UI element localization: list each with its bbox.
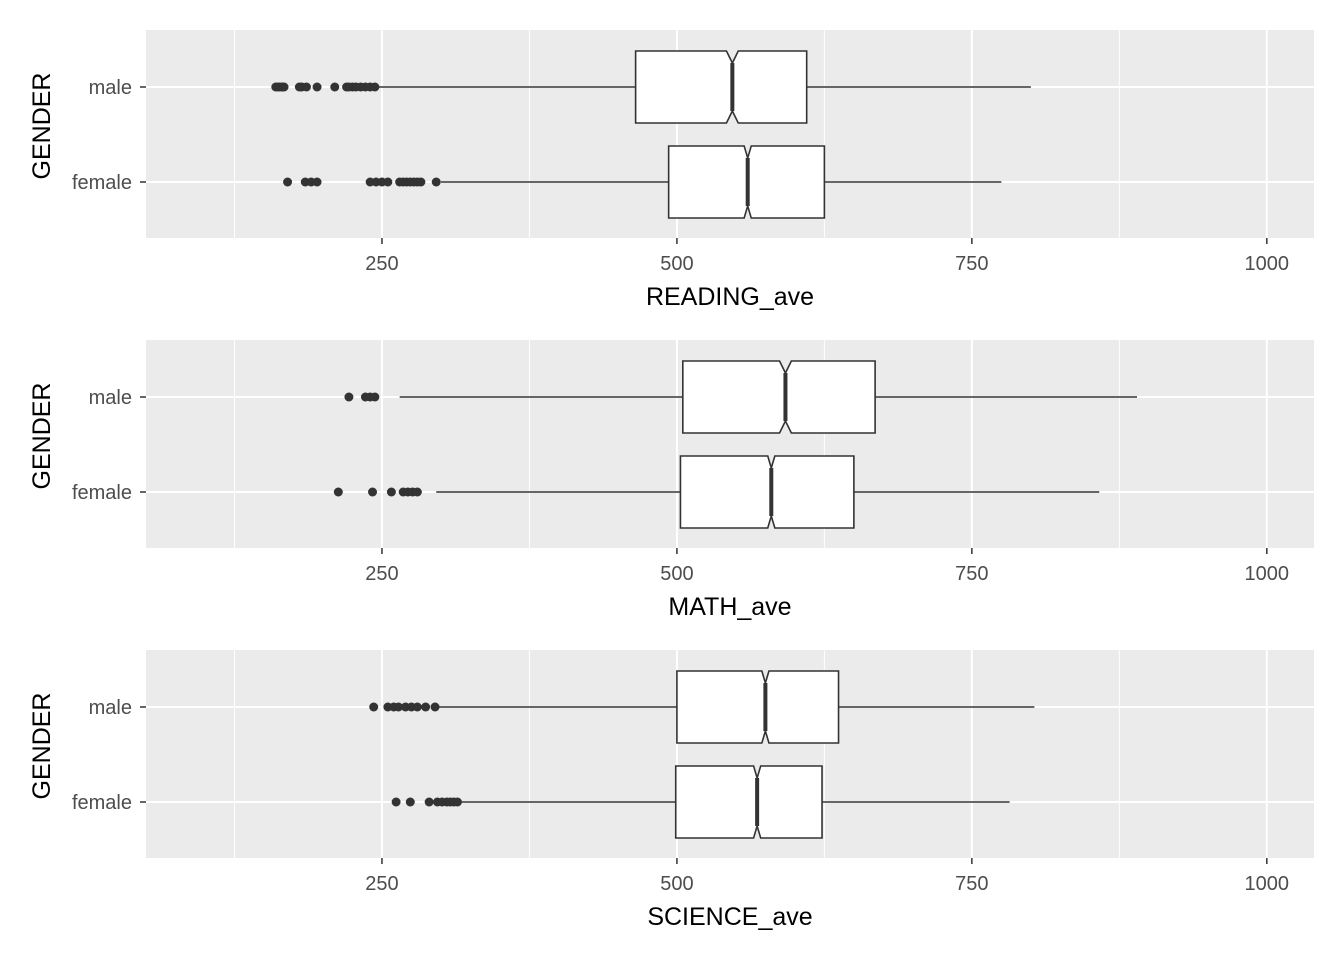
boxplot-panel-2: male female 250 500 750 1000 MATH_ave GENDER	[28, 340, 1314, 621]
x-tick-label: 1000	[1245, 253, 1290, 275]
outlier-point	[333, 487, 343, 497]
notched-box	[682, 360, 876, 434]
x-axis-title: READING_ave	[646, 283, 814, 311]
notched-box	[634, 50, 808, 124]
outlier-point	[412, 487, 422, 497]
outlier-point	[416, 177, 426, 187]
x-tick-label: 750	[955, 253, 988, 275]
x-axis-title: MATH_ave	[668, 593, 791, 621]
outlier-point	[452, 797, 462, 807]
x-tick-label: 500	[660, 253, 693, 275]
outlier-point	[383, 177, 393, 187]
x-axis-title: SCIENCE_ave	[647, 903, 812, 931]
outlier-point	[283, 177, 293, 187]
outlier-point	[405, 797, 415, 807]
y-tick-label-male: male	[89, 77, 132, 99]
y-tick-label-male: male	[89, 697, 132, 719]
y-tick-label-male: male	[89, 387, 132, 409]
outlier-point	[424, 797, 434, 807]
box-female	[391, 765, 1010, 839]
outlier-point	[391, 797, 401, 807]
boxplot-panel-3: male female 250 500 750 1000 SCIENCE_ave GENDER	[28, 650, 1314, 931]
notched-box	[674, 765, 823, 839]
boxplot-panel-1: male female 250 500 750 1000 READING_ave GENDER	[28, 30, 1314, 311]
outlier-point	[431, 177, 441, 187]
box-female	[333, 455, 1100, 529]
box-male	[344, 360, 1138, 434]
outlier-point	[301, 82, 311, 92]
outlier-point	[370, 82, 380, 92]
x-tick-label: 1000	[1245, 873, 1290, 895]
box-female	[283, 145, 1002, 219]
outlier-point	[370, 392, 380, 402]
x-tick-label: 500	[660, 563, 693, 585]
outlier-point	[312, 177, 322, 187]
notched-box	[679, 455, 855, 529]
outlier-point	[330, 82, 340, 92]
y-axis-title: GENDER	[28, 73, 56, 180]
outlier-point	[369, 702, 379, 712]
x-tick-label: 750	[955, 563, 988, 585]
y-tick-label-female: female	[72, 482, 132, 504]
notched-box	[676, 670, 840, 744]
outlier-point	[393, 702, 403, 712]
y-tick-label-female: female	[72, 172, 132, 194]
y-axis-title: GENDER	[28, 693, 56, 800]
x-tick-label: 750	[955, 873, 988, 895]
outlier-point	[279, 82, 289, 92]
outlier-point	[386, 487, 396, 497]
y-tick-label-female: female	[72, 792, 132, 814]
x-tick-label: 500	[660, 873, 693, 895]
outlier-point	[421, 702, 431, 712]
outlier-point	[430, 702, 440, 712]
x-tick-label: 1000	[1245, 563, 1290, 585]
outlier-point	[412, 702, 422, 712]
box-male	[271, 50, 1031, 124]
box-male	[369, 670, 1035, 744]
outlier-point	[368, 487, 378, 497]
y-axis-title: GENDER	[28, 383, 56, 490]
x-tick-label: 250	[365, 563, 398, 585]
x-tick-label: 250	[365, 873, 398, 895]
outlier-point	[312, 82, 322, 92]
outlier-point	[344, 392, 354, 402]
x-tick-label: 250	[365, 253, 398, 275]
